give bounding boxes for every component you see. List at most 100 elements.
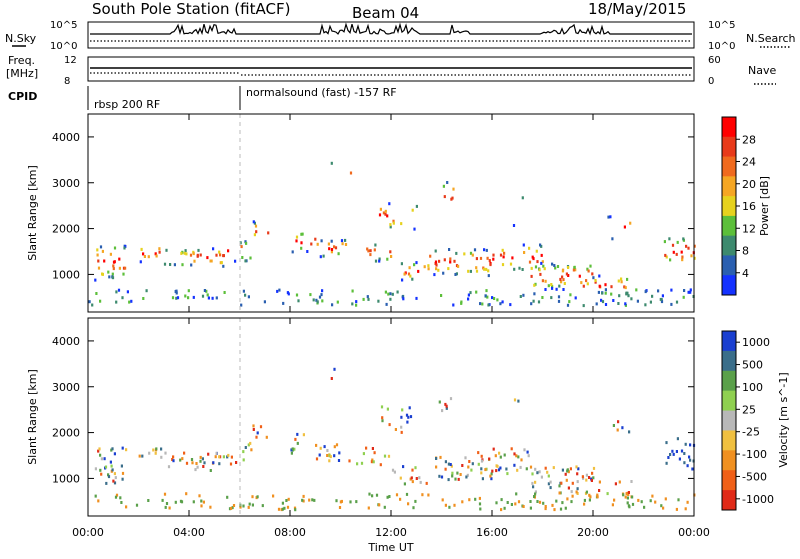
velocity-cell (286, 505, 290, 509)
velocity-cell (654, 500, 657, 504)
power-cell (693, 256, 696, 260)
power-cell (206, 293, 209, 297)
velocity-cell (664, 497, 667, 501)
velocity-colorbar-frame (721, 330, 737, 511)
velocity-cell (285, 499, 288, 502)
power-cell (300, 241, 303, 245)
nsky-frame (87, 21, 695, 49)
velocity-cell (340, 499, 343, 503)
velocity-cell (114, 495, 118, 499)
power-cell (533, 292, 536, 296)
velocity-cell (589, 495, 592, 499)
time-axis-label: Time UT (367, 541, 413, 554)
power-cell (400, 222, 403, 226)
velocity-cell (616, 428, 619, 432)
power-cell (598, 284, 601, 288)
velocity-cell (365, 446, 368, 450)
velocity-cell (349, 500, 352, 504)
power-cell (541, 260, 544, 264)
power-colorbar-swatch (722, 196, 736, 217)
velocity-colorbar-tick-label: 100 (742, 381, 763, 394)
velocity-cell (401, 408, 404, 412)
power-cell (240, 303, 243, 307)
velocity-cell (678, 457, 681, 461)
power-cell (255, 230, 258, 234)
power-cell (485, 267, 488, 271)
velocity-cell (293, 447, 296, 451)
velocity-cell (154, 451, 157, 455)
power-cell (481, 302, 484, 306)
velocity-cell (585, 478, 588, 482)
power-cell (501, 300, 504, 304)
power-cell (555, 287, 558, 291)
velocity-cell (590, 479, 593, 482)
power-cell (378, 213, 382, 217)
velocity-cell (394, 428, 397, 431)
velocity-cell (414, 499, 417, 503)
velocity-cell (536, 471, 539, 475)
velocity-cell (318, 453, 321, 457)
velocity-cell (168, 506, 171, 510)
velocity-cell (200, 499, 203, 503)
power-cell (187, 296, 190, 300)
power-cell (469, 251, 473, 255)
power-cell (334, 246, 338, 250)
velocity-cell (529, 500, 532, 503)
velocity-cell (290, 448, 293, 452)
velocity-cell (470, 468, 473, 472)
power-cell (485, 289, 488, 293)
power-cell (145, 289, 148, 293)
velocity-cell (97, 499, 100, 503)
velocity-cell (207, 452, 210, 456)
velocity-cell (302, 499, 305, 503)
velocity-cell (517, 500, 521, 504)
velocity-cell (311, 498, 314, 502)
power-cell (582, 284, 585, 288)
velocity-colorbar-swatch (722, 450, 736, 471)
velocity-cell (686, 500, 689, 504)
velocity-cell (566, 468, 569, 472)
power-cell (617, 279, 620, 283)
velocity-cell (559, 507, 563, 511)
power-cell (676, 240, 679, 244)
power-cell (607, 215, 610, 219)
power-cell (680, 250, 683, 254)
velocity-cell (598, 489, 601, 492)
velocity-cell (500, 498, 503, 502)
power-cell (389, 225, 392, 229)
power-cell (612, 299, 615, 302)
velocity-cell (494, 454, 497, 458)
power-cell (617, 302, 620, 305)
power-cell (388, 202, 391, 206)
power-cell (369, 249, 372, 253)
velocity-cell (591, 471, 594, 475)
velocity-cell (160, 447, 163, 451)
velocity-cell (583, 502, 586, 506)
power-y-tick-label: 3000 (52, 177, 80, 190)
power-cell (184, 294, 187, 298)
velocity-cell (544, 507, 547, 511)
velocity-cell (119, 496, 122, 500)
power-cell (367, 297, 370, 301)
velocity-cell (505, 467, 508, 471)
velocity-cell (235, 461, 238, 464)
power-cell (415, 204, 418, 208)
velocity-cell (544, 505, 547, 508)
velocity-cell (333, 454, 336, 458)
power-cell (330, 161, 333, 165)
velocity-cell (418, 476, 421, 480)
velocity-colorbar-swatch (722, 470, 736, 491)
velocity-cell (185, 461, 189, 465)
power-cell (488, 259, 491, 263)
velocity-cell (575, 465, 578, 469)
velocity-cell (478, 496, 481, 500)
velocity-cell (585, 473, 588, 477)
freq-label: Freq. (8, 54, 35, 67)
power-cell (668, 237, 671, 241)
velocity-cell (628, 430, 631, 434)
power-cell (349, 171, 353, 175)
velocity-cell (326, 449, 329, 452)
velocity-cell (383, 454, 387, 458)
power-cell (597, 290, 600, 294)
power-cell (389, 250, 392, 254)
